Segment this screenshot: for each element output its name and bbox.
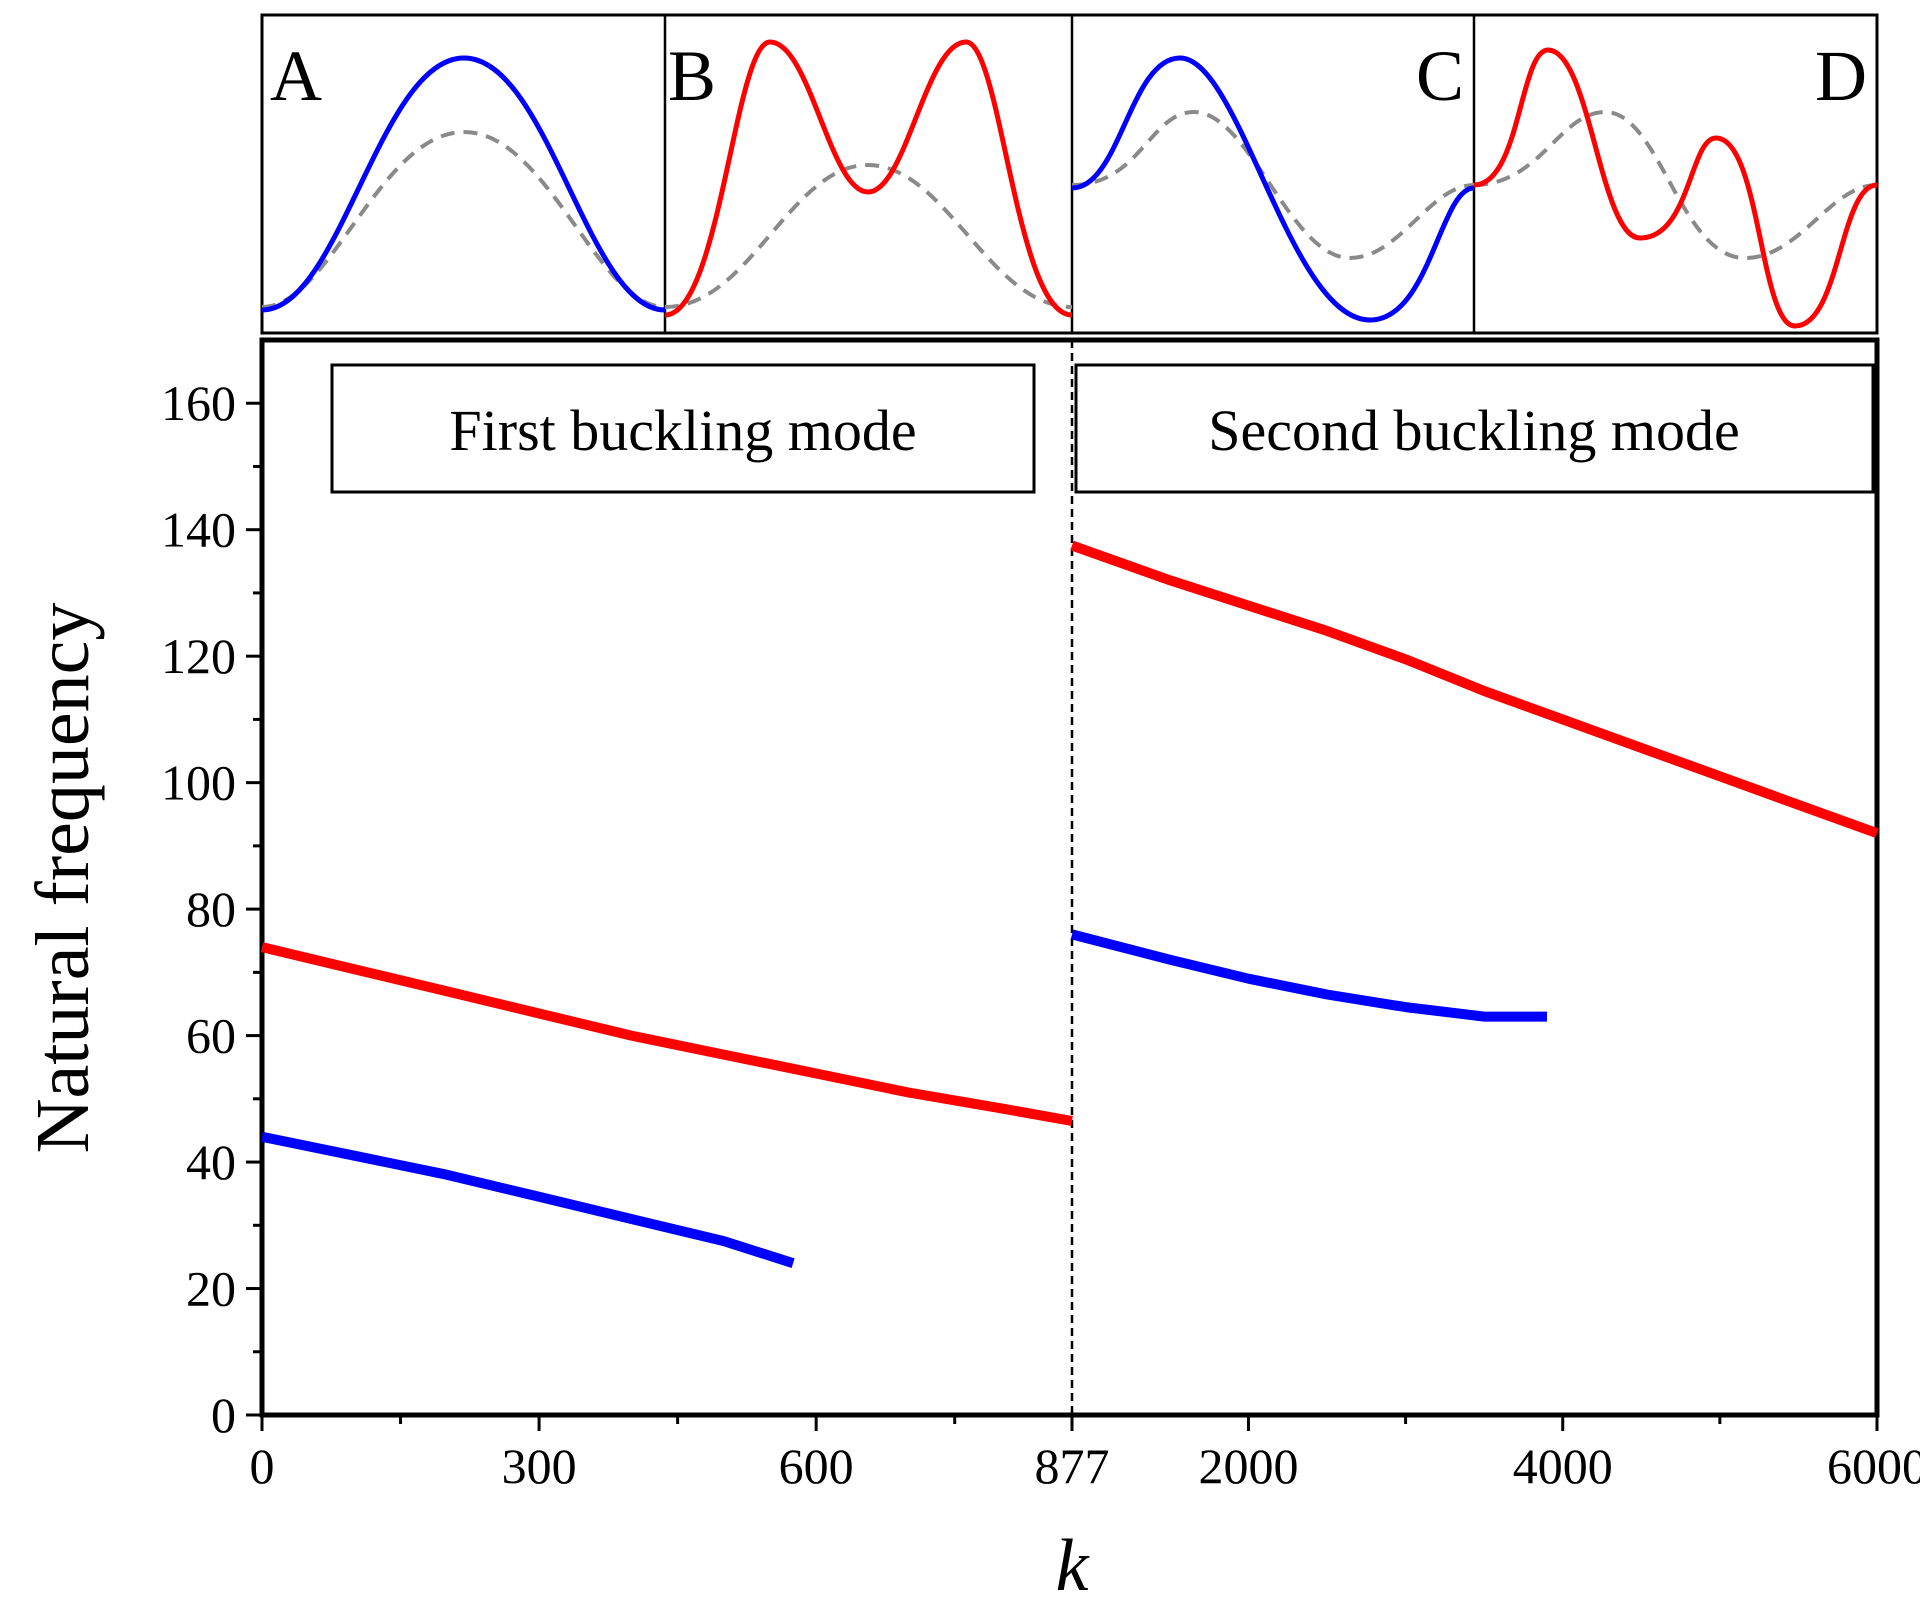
x-axis-title: k: [1056, 1525, 1090, 1604]
mode-shape-panels: A B C D: [260, 13, 1879, 335]
second-mode-blue-series-line: [1070, 929, 1547, 1022]
series-layer: [260, 540, 1879, 1268]
panel-a-dashed-shape: [261, 129, 666, 309]
x-axis: 0 300 600 877 2000 4000 6000: [250, 1415, 1920, 1494]
second-mode-box-frame: [1074, 363, 1875, 494]
x-tick-label: 300: [502, 1438, 577, 1494]
first-buckling-mode-box: First buckling mode: [330, 363, 1036, 494]
panel-c-dashed-shape: [1071, 109, 1475, 261]
mode-shape-frame: [260, 13, 1879, 335]
x-tick-label: 600: [779, 1438, 854, 1494]
second-buckling-mode-label: Second buckling mode: [1208, 398, 1740, 463]
first-mode-red-series-line: [260, 942, 1073, 1126]
panel-c-label: C: [1416, 36, 1464, 116]
panel-d-dashed-shape: [1473, 109, 1878, 261]
y-tick-label: 160: [161, 375, 236, 431]
y-axis-title: Natural frequency: [21, 603, 105, 1154]
panel-b-mode-curve: [664, 39, 1073, 318]
panel-a-label: A: [270, 36, 322, 116]
x-tick-label: 2000: [1198, 1438, 1298, 1494]
second-buckling-mode-box: Second buckling mode: [1074, 363, 1875, 494]
x-tick-label: 877: [1035, 1438, 1110, 1494]
y-tick-label: 120: [161, 628, 236, 684]
y-tick-label: 20: [186, 1261, 236, 1317]
panel-b-dashed-shape: [664, 162, 1073, 309]
y-tick-label: 40: [186, 1134, 236, 1190]
y-tick-label: 60: [186, 1008, 236, 1064]
y-tick-label: 100: [161, 755, 236, 811]
x-tick-label: 0: [250, 1438, 275, 1494]
panel-c-mode-curve: [1071, 55, 1475, 323]
first-buckling-mode-label: First buckling mode: [449, 398, 916, 463]
first-mode-blue-series-line: [260, 1131, 795, 1268]
x-tick-label: 4000: [1513, 1438, 1613, 1494]
y-tick-label: 80: [186, 881, 236, 937]
y-axis: 0 20 40 60 80 100 120 140 160: [161, 375, 262, 1443]
panel-b-label: B: [668, 36, 716, 116]
panel-d-label: D: [1815, 36, 1867, 116]
plot-frame: [259, 337, 1880, 1418]
panel-a-mode-curve: [261, 55, 666, 313]
first-mode-box-frame: [330, 363, 1036, 494]
second-mode-red-series-line: [1070, 540, 1879, 838]
y-tick-label: 140: [161, 502, 236, 558]
x-tick-label: 6000: [1827, 1438, 1920, 1494]
panel-d-mode-curve: [1473, 47, 1878, 329]
main-plot: First buckling mode Second buckling mode…: [21, 337, 1920, 1604]
y-tick-label: 0: [211, 1387, 236, 1443]
